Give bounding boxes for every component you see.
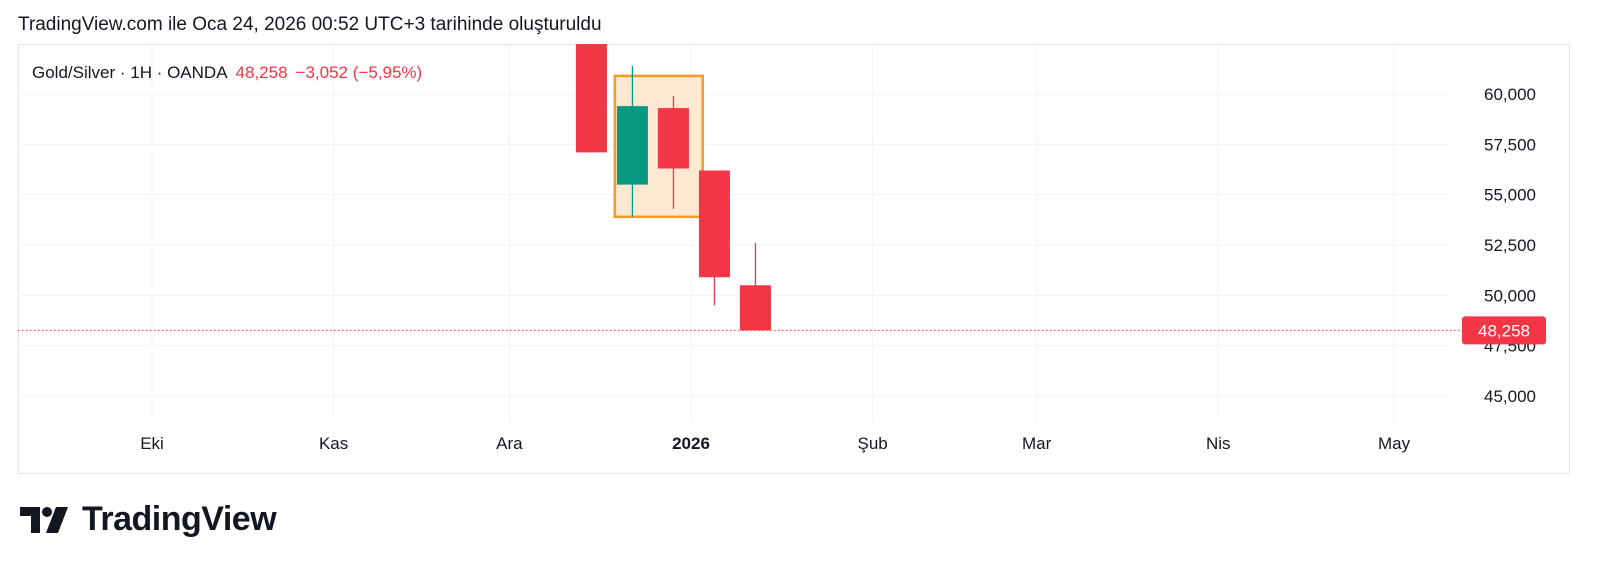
grid-lines [18, 44, 1450, 422]
last-price-badge [1462, 316, 1546, 345]
time-tick-label: Şub [857, 434, 887, 453]
candle-body [657, 108, 689, 169]
candle-body [616, 106, 648, 185]
price-tick-label: 60,000 [1484, 85, 1536, 104]
candle [657, 96, 689, 209]
candles [575, 44, 771, 331]
brand[interactable]: TradingView [20, 500, 277, 539]
candle [575, 44, 607, 153]
time-tick-label: Kas [319, 434, 348, 453]
price-tick-label: 52,500 [1484, 236, 1536, 255]
brand-name: TradingView [82, 500, 277, 538]
time-tick-label: 2026 [672, 434, 710, 453]
candle [616, 65, 648, 217]
candle-body [698, 170, 730, 278]
time-tick-label: Eki [140, 434, 164, 453]
candlestick-chart[interactable]: 60,00057,50055,00052,50050,00047,50045,0… [18, 44, 1570, 474]
candle [739, 242, 771, 331]
price-tick-label: 45,000 [1484, 387, 1536, 406]
chart-caption: TradingView.com ile Oca 24, 2026 00:52 U… [18, 14, 602, 35]
time-tick-label: Mar [1022, 434, 1052, 453]
time-axis: Eki Kas Ara 2026 Şub Mar Nis May [140, 434, 1410, 453]
last-value: 48,258 [235, 63, 288, 82]
symbol-legend: Gold/Silver · 1H · OANDA 48,258 −3,052 (−5… [32, 63, 422, 83]
tradingview-logo-icon [20, 506, 68, 533]
change-value: −3,052 (−5,95%) [295, 63, 423, 82]
time-tick-label: May [1378, 434, 1411, 453]
price-tick-label: 55,000 [1484, 186, 1536, 205]
price-tick-label: 57,500 [1484, 135, 1536, 154]
candle-body [575, 44, 607, 153]
price-tick-label: 50,000 [1484, 286, 1536, 305]
chart-panel[interactable] [18, 44, 1570, 474]
price-axis: 60,00057,50055,00052,50050,00047,50045,0… [1462, 85, 1546, 406]
time-tick-label: Nis [1206, 434, 1231, 453]
candle [698, 170, 730, 306]
symbol-label[interactable]: Gold/Silver · 1H · OANDA [32, 63, 228, 82]
candle-body [739, 285, 771, 331]
last-price-label: 48,258 [1478, 321, 1530, 340]
time-tick-label: Ara [496, 434, 523, 453]
